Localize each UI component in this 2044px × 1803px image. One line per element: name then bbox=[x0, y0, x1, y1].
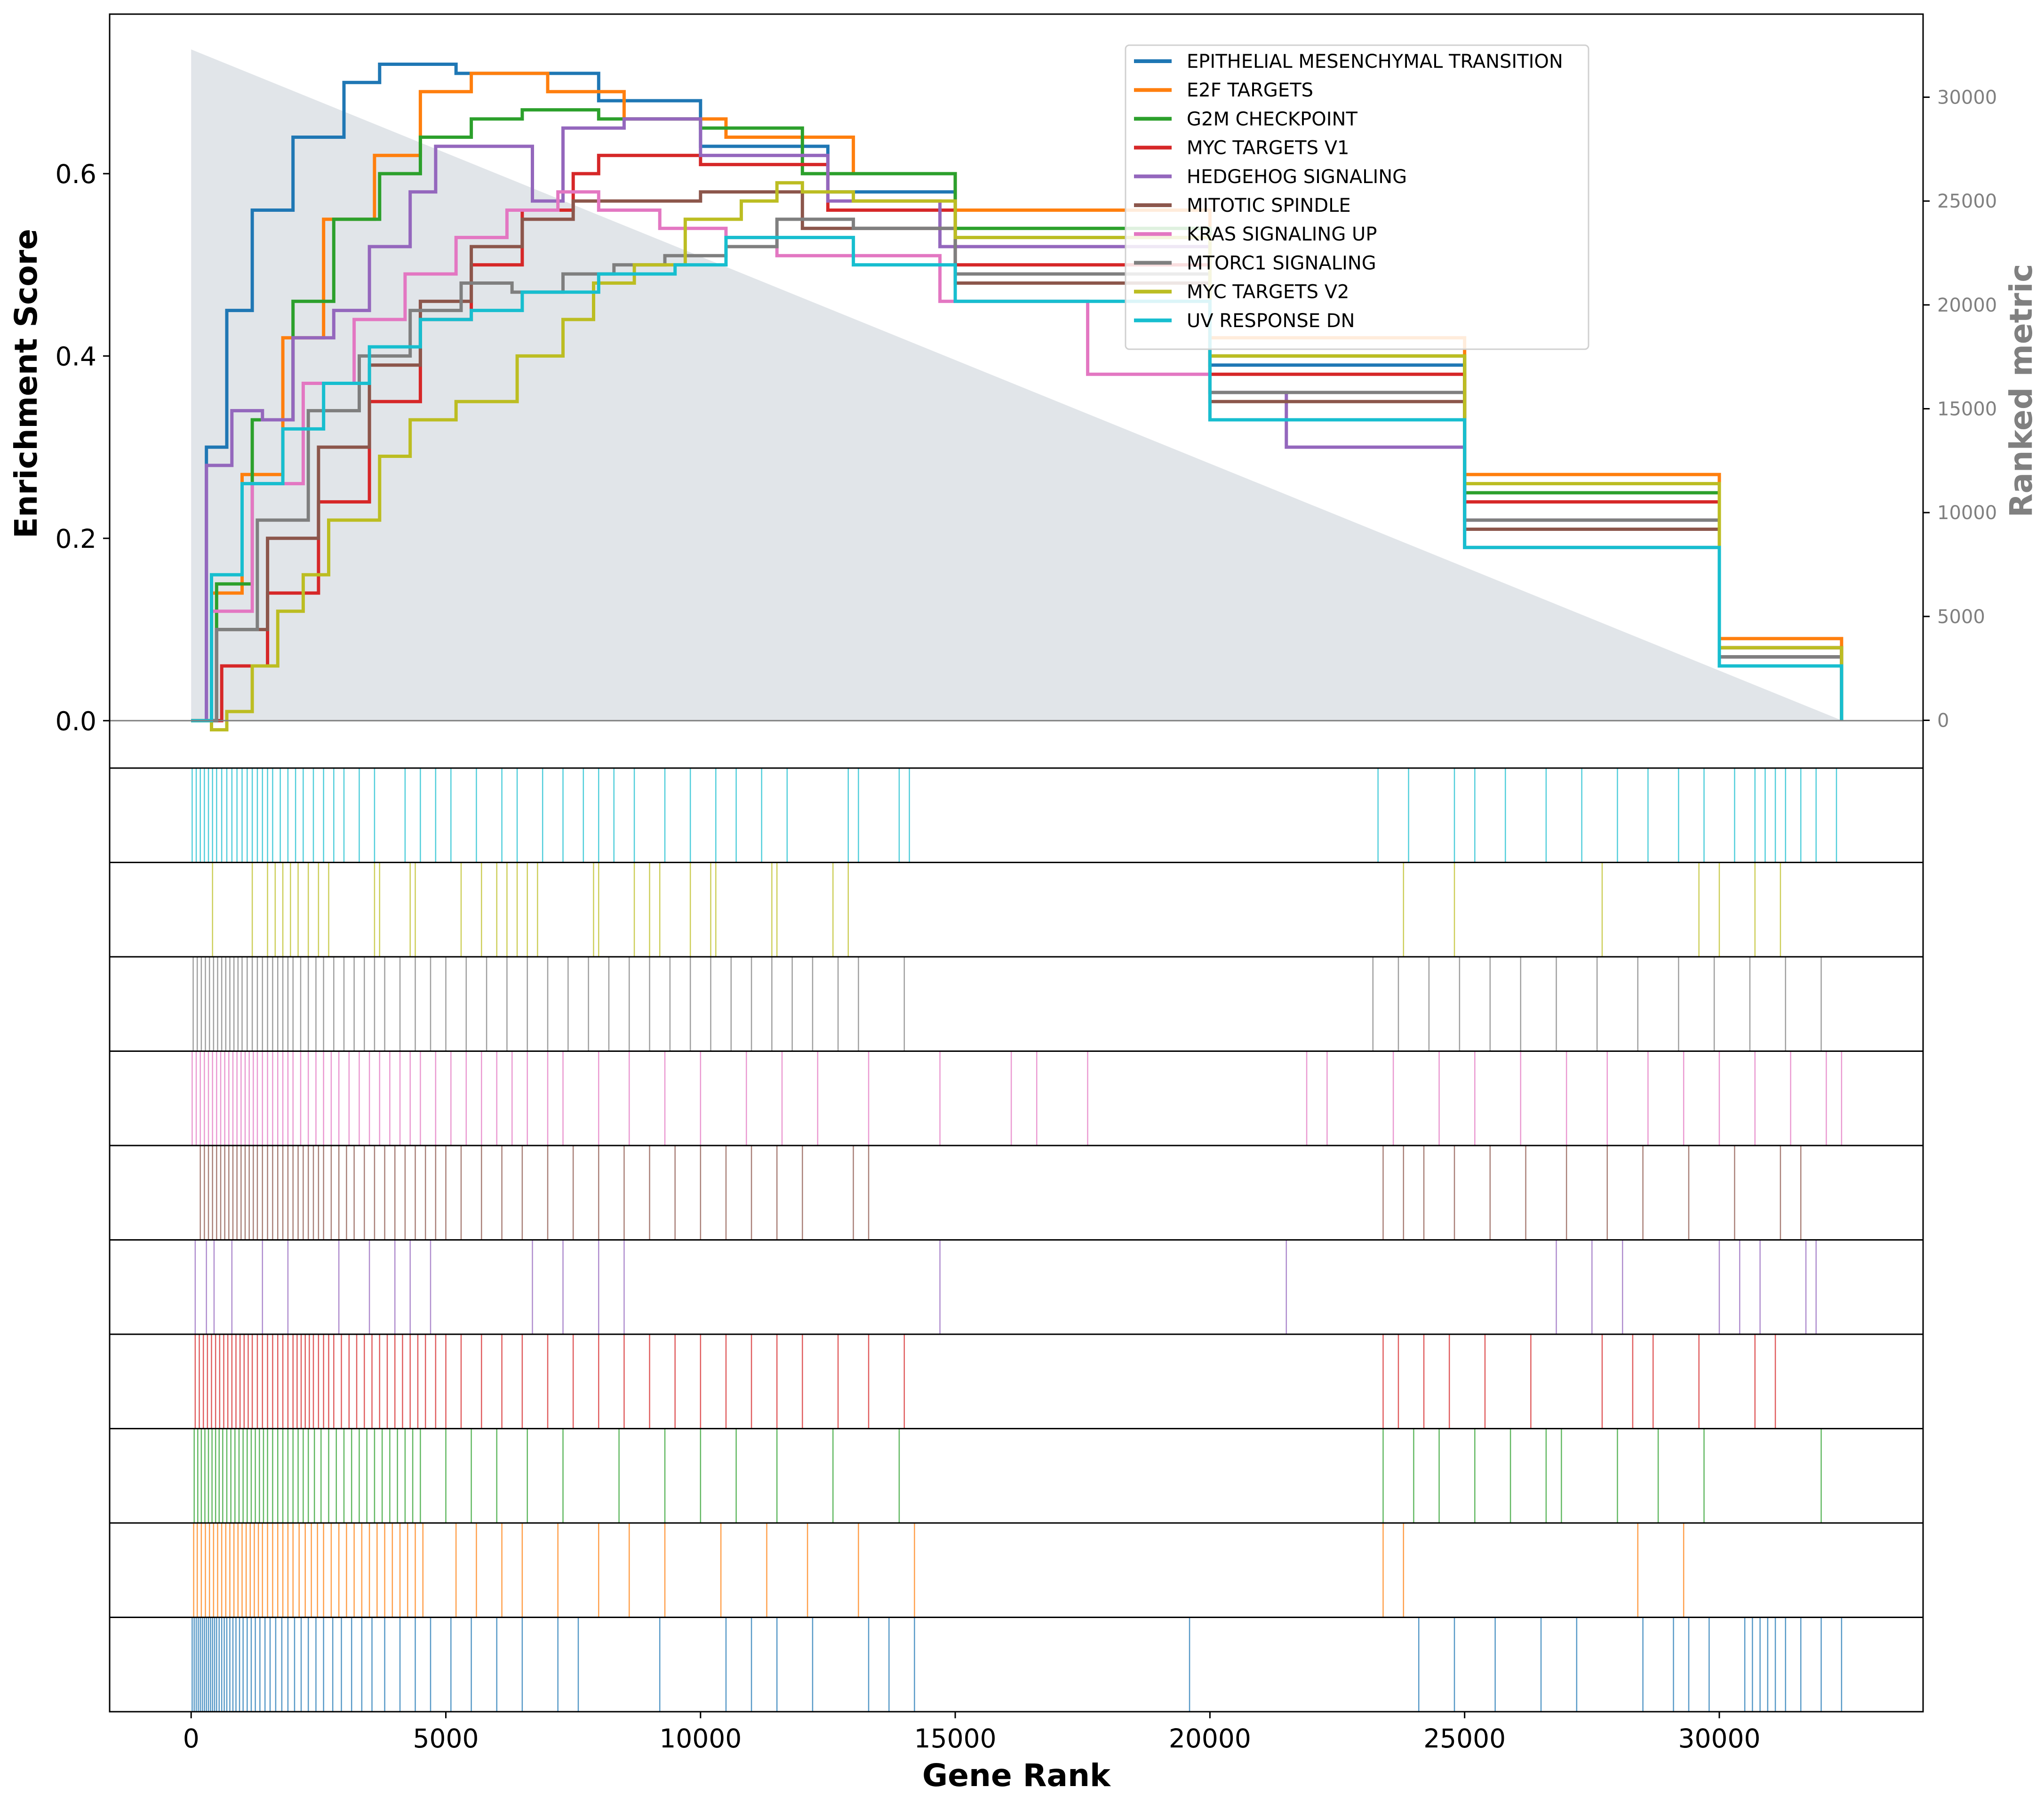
x-axis-title: Gene Rank bbox=[922, 1757, 1111, 1794]
y-tick-label: 0.2 bbox=[56, 524, 96, 554]
y-tick-label: 0.6 bbox=[56, 159, 96, 189]
x-tick-label: 25000 bbox=[1423, 1723, 1506, 1754]
es-line-5 bbox=[191, 117, 1844, 722]
legend-label: KRAS SIGNALING UP bbox=[1187, 224, 1377, 245]
legend-label: G2M CHECKPOINT bbox=[1187, 108, 1357, 130]
y-right-tick-label: 30000 bbox=[1937, 87, 1997, 109]
strip-frame bbox=[109, 1333, 1924, 1429]
y-right-tick-label: 20000 bbox=[1937, 295, 1997, 316]
hit-strip-3 bbox=[193, 1428, 1822, 1523]
hit-strip-10 bbox=[192, 768, 1837, 863]
x-tick-label: 30000 bbox=[1678, 1723, 1760, 1754]
y-right-tick-label: 25000 bbox=[1937, 191, 1997, 212]
x-tick-label: 5000 bbox=[413, 1723, 479, 1754]
legend-label: EPITHELIAL MESENCHYMAL TRANSITION bbox=[1187, 51, 1563, 72]
y-tick-label: 0.4 bbox=[56, 341, 96, 371]
strip-frame bbox=[109, 1145, 1924, 1241]
es-line-9 bbox=[191, 181, 1844, 732]
es-line-6 bbox=[191, 190, 1844, 722]
ranked-metric-area bbox=[191, 49, 1842, 721]
strip-frame bbox=[109, 767, 1924, 863]
strip-frame bbox=[109, 862, 1924, 958]
legend-label: MYC TARGETS V2 bbox=[1187, 281, 1349, 303]
legend-label: MTORC1 SIGNALING bbox=[1187, 252, 1376, 274]
strip-frame bbox=[109, 1522, 1924, 1618]
ranked-metric-layer bbox=[191, 49, 1842, 721]
hit-strip-2 bbox=[193, 1523, 1685, 1618]
enrichment-lines-layer bbox=[191, 63, 1844, 732]
hit-strip-4 bbox=[194, 1334, 1776, 1429]
axes-frames bbox=[109, 13, 1924, 1713]
y-axis-right-title: Ranked metric bbox=[2003, 264, 2039, 518]
y-right-tick-label: 15000 bbox=[1937, 399, 1997, 420]
x-tick-label: 10000 bbox=[659, 1723, 742, 1754]
y-axis-title: Enrichment Score bbox=[8, 229, 44, 538]
legend-label: MYC TARGETS V1 bbox=[1187, 137, 1349, 159]
y-right-tick-label: 5000 bbox=[1937, 606, 1985, 628]
legend-label: E2F TARGETS bbox=[1187, 80, 1313, 101]
y-right-tick-label: 0 bbox=[1937, 710, 1949, 731]
hit-barcode-panels bbox=[192, 768, 1843, 1712]
y-tick-label: 0.0 bbox=[56, 706, 96, 736]
strip-frame bbox=[109, 1239, 1924, 1335]
legend-label: MITOTIC SPINDLE bbox=[1187, 195, 1351, 216]
es-line-1 bbox=[191, 63, 1844, 722]
strip-frame bbox=[109, 1617, 1924, 1713]
x-tick-label: 15000 bbox=[914, 1723, 997, 1754]
legend-label: HEDGEHOG SIGNALING bbox=[1187, 166, 1407, 188]
hit-strip-5 bbox=[194, 1240, 1817, 1334]
x-tick-label: 20000 bbox=[1169, 1723, 1251, 1754]
axis-ticks: 0.0 0.2 0.4 0.6 0 5000 10000 15000 20000 25000 300… bbox=[56, 87, 1997, 1754]
hit-strip-8 bbox=[192, 957, 1822, 1051]
strip-frame bbox=[109, 956, 1924, 1052]
es-line-10 bbox=[191, 236, 1844, 722]
hit-strip-1 bbox=[192, 1617, 1843, 1712]
es-line-4 bbox=[191, 153, 1844, 722]
legend-box bbox=[1125, 44, 1589, 350]
hit-strip-9 bbox=[212, 862, 1781, 957]
x-tick-label: 0 bbox=[183, 1723, 200, 1754]
legend: EPITHELIAL MESENCHYMAL TRANSITION E2F TAR… bbox=[1125, 44, 1589, 350]
y-right-tick-label: 10000 bbox=[1937, 502, 1997, 524]
hit-strip-7 bbox=[192, 1051, 1843, 1146]
strip-frame bbox=[109, 1050, 1924, 1146]
hit-strip-6 bbox=[200, 1146, 1802, 1240]
legend-label: UV RESPONSE DN bbox=[1187, 310, 1355, 332]
